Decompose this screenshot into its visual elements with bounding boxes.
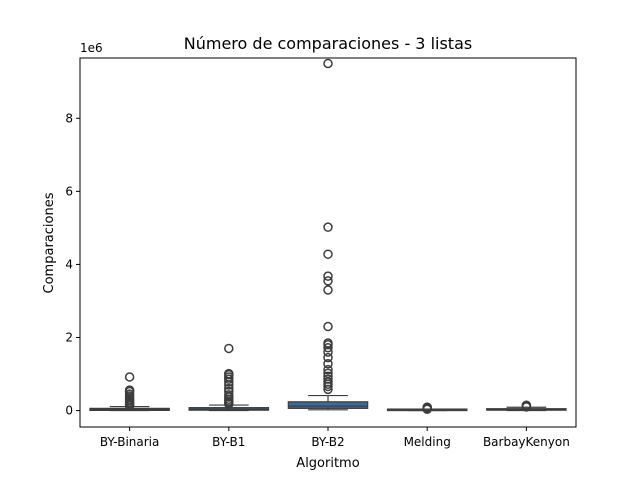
outlier-point (323, 58, 333, 69)
x-axis-label: Algoritmo (296, 456, 359, 471)
outlier-point (323, 374, 333, 384)
outlier-point (323, 321, 333, 332)
outlier-point (323, 285, 333, 295)
outlier-point (323, 371, 333, 381)
y-tick-label: 8 (65, 111, 73, 125)
outlier-point (323, 368, 333, 379)
outlier-point (323, 352, 333, 363)
outlier-point (124, 385, 135, 395)
outlier-point (323, 342, 333, 353)
y-tick-label: 0 (65, 404, 73, 418)
outlier-point (323, 359, 333, 369)
outlier-point (323, 377, 333, 387)
outlier-point (224, 386, 234, 397)
x-tick-label: BarbayKenyon (483, 435, 570, 449)
x-tick-label: BY-B1 (212, 435, 245, 449)
y-axis-label: Comparaciones (42, 192, 57, 293)
plot-area: 0 2 4 6 8 BY-Binaria BY-B1 BY-B2 Melding BarbayKe… (65, 57, 577, 449)
x-tick-label: BY-Binaria (100, 435, 160, 449)
outlier-point (224, 383, 234, 394)
outlier-point (323, 338, 333, 348)
chart-title: Número de comparaciones - 3 listas (184, 34, 472, 53)
outlier-point (323, 276, 333, 286)
x-tick-label: Melding (404, 435, 451, 449)
outlier-point (323, 364, 333, 375)
x-tick-label: BY-B2 (311, 435, 344, 449)
outlier-point (224, 343, 234, 354)
outlier-point (224, 390, 234, 400)
outlier-point (323, 222, 333, 232)
outlier-point (422, 402, 432, 412)
y-tick-label: 6 (65, 184, 73, 198)
box-by-b2 (287, 401, 369, 409)
outlier-point (323, 271, 333, 281)
y-tick-label: 4 (65, 257, 73, 271)
outlier-point (323, 249, 333, 259)
y-tick-label: 2 (65, 330, 73, 344)
outlier-point (124, 372, 135, 382)
outlier-point (521, 400, 532, 411)
y-offset-label: 1e6 (80, 41, 103, 55)
outlier-point (224, 368, 234, 379)
